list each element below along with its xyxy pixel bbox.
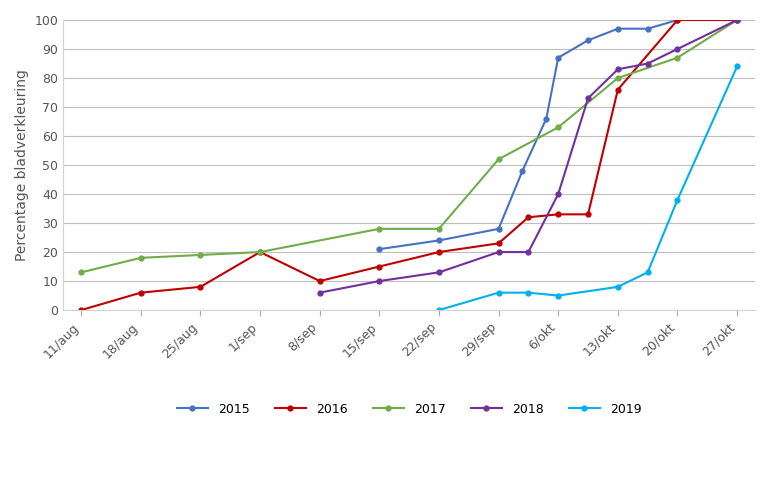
2017 (196, 252, 205, 258)
2017 (136, 255, 146, 261)
2017 (256, 249, 265, 255)
2018 (494, 249, 504, 255)
2017 (554, 124, 563, 130)
2018 (524, 249, 533, 255)
2019 (434, 307, 444, 313)
2018 (315, 290, 324, 296)
2015 (517, 168, 527, 174)
2015 (673, 17, 682, 23)
2016 (494, 240, 504, 246)
2019 (643, 269, 652, 275)
2019 (554, 293, 563, 299)
2016 (524, 214, 533, 220)
2017 (673, 55, 682, 61)
2016 (76, 307, 85, 313)
2016 (196, 284, 205, 290)
Line: 2015: 2015 (377, 18, 739, 251)
2017 (375, 226, 384, 232)
2016 (315, 278, 324, 284)
2015 (732, 17, 742, 23)
2015 (434, 237, 444, 243)
2015 (643, 26, 652, 32)
2016 (554, 211, 563, 217)
2015 (613, 26, 622, 32)
2018 (643, 60, 652, 66)
2015 (375, 246, 384, 252)
2015 (494, 226, 504, 232)
2018 (434, 269, 444, 275)
2016 (584, 211, 593, 217)
2019 (613, 284, 622, 290)
2017 (613, 75, 622, 81)
2017 (76, 269, 85, 275)
2016 (375, 264, 384, 270)
2018 (732, 17, 742, 23)
2019 (732, 63, 742, 69)
2015 (554, 55, 563, 61)
2017 (434, 226, 444, 232)
2017 (732, 17, 742, 23)
2018 (554, 191, 563, 197)
2016 (673, 17, 682, 23)
Line: 2018: 2018 (317, 18, 739, 295)
Y-axis label: Percentage bladverkleuring: Percentage bladverkleuring (15, 69, 29, 261)
2017 (494, 156, 504, 162)
2015 (541, 116, 551, 122)
2019 (494, 290, 504, 296)
2015 (584, 37, 593, 43)
2018 (673, 46, 682, 52)
2019 (524, 290, 533, 296)
2019 (673, 197, 682, 203)
2016 (136, 290, 146, 296)
2018 (584, 95, 593, 101)
2016 (732, 17, 742, 23)
Legend: 2015, 2016, 2017, 2018, 2019: 2015, 2016, 2017, 2018, 2019 (172, 397, 647, 421)
2016 (256, 249, 265, 255)
2018 (375, 278, 384, 284)
2018 (613, 66, 622, 72)
Line: 2019: 2019 (437, 64, 739, 312)
2016 (434, 249, 444, 255)
2016 (613, 87, 622, 93)
Line: 2017: 2017 (79, 18, 739, 275)
Line: 2016: 2016 (79, 18, 739, 312)
